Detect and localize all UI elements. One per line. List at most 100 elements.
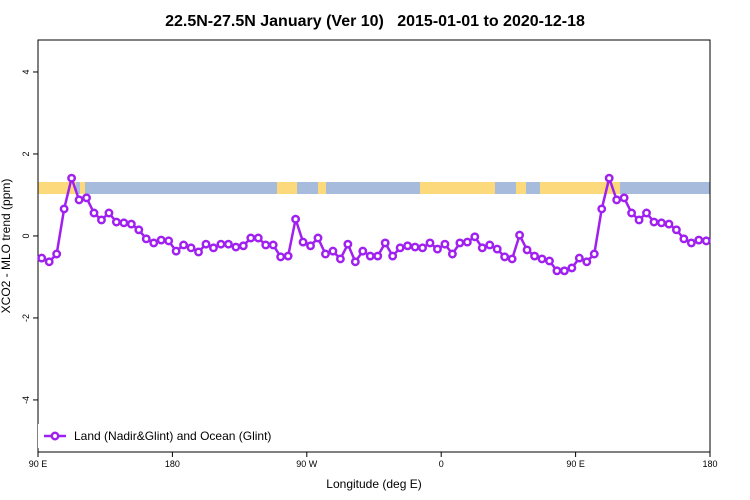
data-point	[335, 254, 345, 264]
x-tick-label: 90 E	[29, 459, 48, 469]
y-tick-label: 2	[21, 151, 31, 156]
data-point	[492, 244, 502, 254]
data-point	[298, 237, 308, 247]
data-point	[597, 204, 607, 214]
data-point	[612, 195, 622, 205]
data-point	[179, 240, 189, 250]
data-point	[440, 239, 450, 249]
data-point	[701, 236, 711, 246]
data-point	[283, 251, 293, 261]
plot-frame	[37, 39, 711, 453]
data-point	[418, 243, 427, 253]
land-strip	[516, 182, 526, 194]
data-point	[425, 238, 435, 248]
data-point	[552, 266, 562, 276]
data-point	[313, 233, 323, 243]
data-point	[373, 251, 383, 261]
land-ocean-strip	[38, 182, 710, 194]
data-point	[67, 173, 77, 183]
data-point	[589, 249, 599, 259]
data-point	[141, 234, 151, 244]
land-strip	[277, 182, 297, 194]
x-tick-label: 180	[165, 459, 180, 469]
data-point	[350, 257, 360, 267]
data-point	[679, 234, 689, 244]
data-point	[559, 266, 569, 276]
land-strip	[540, 182, 620, 194]
data-point	[149, 238, 159, 248]
data-point	[156, 235, 166, 245]
data-point	[276, 252, 286, 262]
data-point	[52, 249, 62, 259]
data-point	[164, 236, 174, 246]
data-point	[306, 241, 315, 251]
data-point	[686, 238, 696, 248]
legend	[38, 424, 288, 448]
x-axis-label: Longitude (deg E)	[326, 477, 421, 491]
land-strip	[420, 182, 495, 194]
data-point	[37, 253, 47, 263]
x-tick-label: 180	[702, 459, 717, 469]
data-point	[74, 195, 84, 205]
data-point	[537, 254, 547, 264]
data-point	[126, 219, 136, 229]
data-point	[522, 245, 532, 255]
data-point	[500, 252, 510, 262]
data-point	[209, 243, 218, 253]
data-point	[433, 244, 442, 254]
data-point	[253, 233, 263, 243]
data-point	[530, 251, 539, 261]
data-point	[223, 239, 233, 249]
data-point	[470, 232, 480, 242]
data-point	[403, 241, 413, 251]
data-point	[134, 225, 144, 235]
y-axis-label: XCO2 - MLO trend (ppm)	[0, 179, 13, 314]
data-point	[582, 257, 592, 267]
x-tick-label: 90 W	[296, 459, 318, 469]
data-point	[447, 249, 457, 259]
x-tick-label: 90 E	[566, 459, 585, 469]
data-point	[89, 208, 99, 218]
chart-title: 22.5N-27.5N January (Ver 10) 2015-01-01 …	[165, 13, 585, 30]
data-point	[507, 254, 517, 264]
data-point	[642, 208, 651, 218]
data-point	[574, 253, 584, 263]
y-tick-label: 4	[21, 69, 31, 74]
data-point	[694, 235, 704, 245]
data-point	[477, 243, 487, 253]
y-tick-label: 0	[21, 233, 31, 238]
data-point	[604, 173, 614, 183]
data-point	[664, 219, 674, 229]
data-point	[358, 246, 368, 256]
data-point	[634, 215, 644, 225]
legend-marker	[50, 431, 60, 441]
data-point	[657, 218, 666, 228]
data-point	[410, 242, 420, 252]
data-point	[321, 249, 330, 259]
data-point	[380, 238, 390, 248]
data-point	[462, 237, 472, 247]
data-point	[455, 238, 465, 248]
data-point	[216, 239, 226, 249]
data-point	[627, 208, 637, 218]
data-point	[343, 239, 353, 249]
data-point	[545, 256, 554, 266]
data-point	[328, 246, 338, 256]
data-point	[649, 217, 659, 227]
x-tick-label: 0	[439, 459, 444, 469]
y-tick-label: -4	[21, 396, 31, 404]
data-point	[268, 240, 278, 250]
y-tick-label: -2	[21, 314, 31, 322]
land-strip	[80, 182, 85, 194]
data-point	[365, 251, 375, 261]
data-point	[515, 230, 525, 240]
data-point	[261, 240, 271, 250]
data-point	[171, 246, 181, 256]
land-strip	[38, 182, 76, 194]
legend-label: Land (Nadir&Glint) and Ocean (Glint)	[74, 429, 271, 443]
data-point	[395, 243, 405, 253]
data-point	[238, 241, 248, 251]
data-point	[104, 208, 114, 218]
data-point	[619, 193, 629, 203]
